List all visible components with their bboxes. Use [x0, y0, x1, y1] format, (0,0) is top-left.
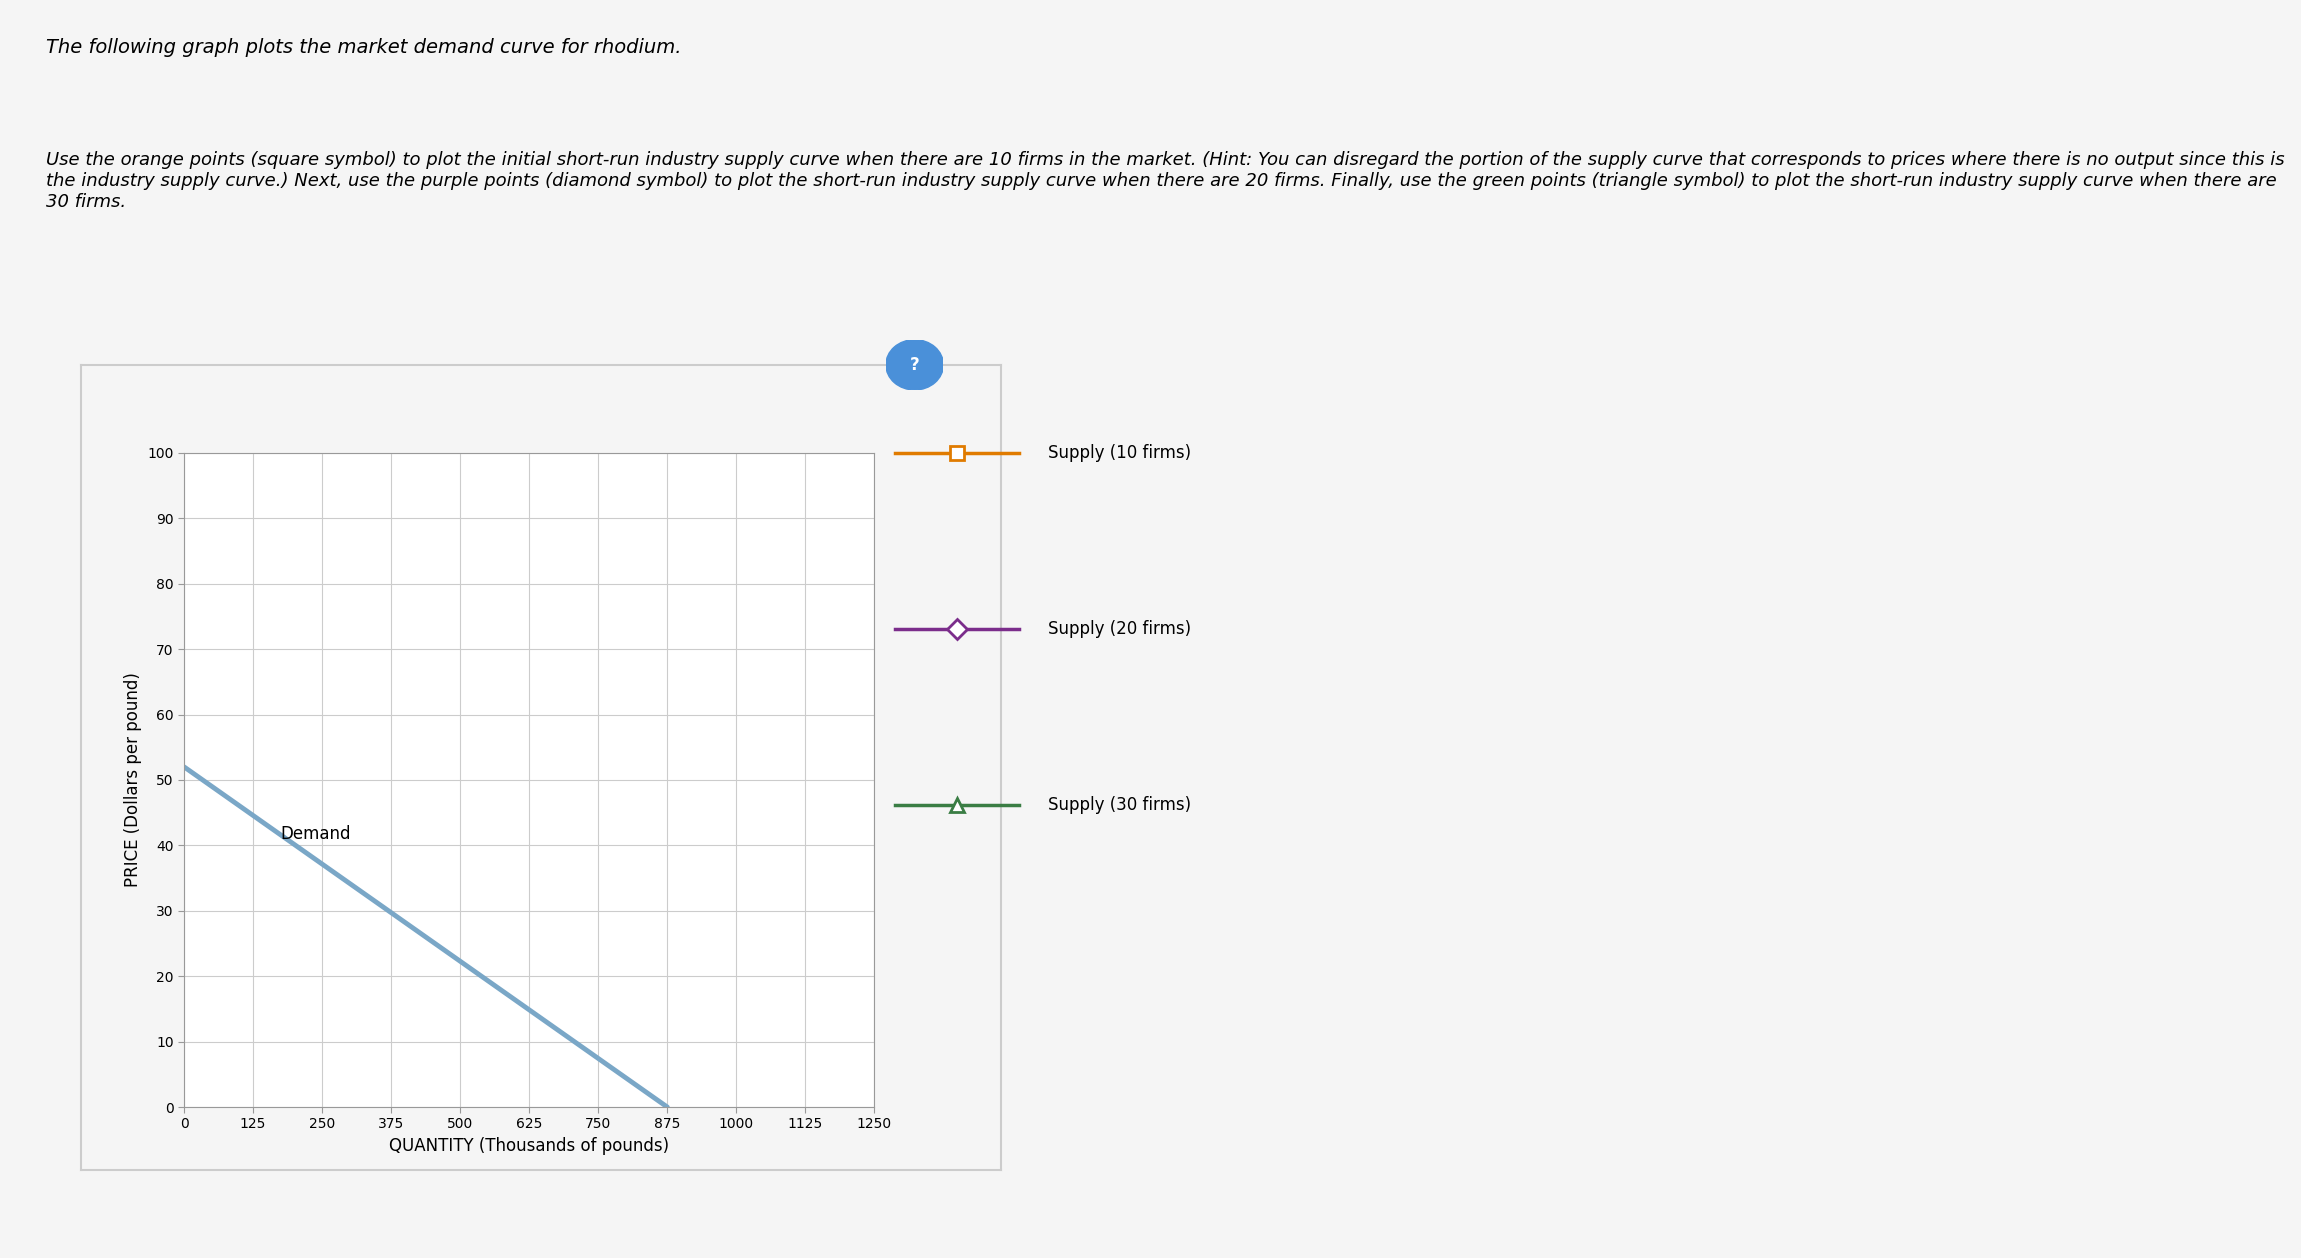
X-axis label: QUANTITY (Thousands of pounds): QUANTITY (Thousands of pounds): [389, 1137, 670, 1155]
Text: The following graph plots the market demand curve for rhodium.: The following graph plots the market dem…: [46, 38, 681, 57]
Text: ?: ?: [909, 356, 920, 374]
Circle shape: [886, 340, 943, 390]
Text: Supply (10 firms): Supply (10 firms): [1049, 444, 1192, 462]
Text: Supply (30 firms): Supply (30 firms): [1049, 796, 1192, 814]
Text: Use the orange points (square symbol) to plot the initial short-run industry sup: Use the orange points (square symbol) to…: [46, 151, 2285, 210]
Text: Demand: Demand: [281, 825, 352, 843]
Y-axis label: PRICE (Dollars per pound): PRICE (Dollars per pound): [124, 673, 143, 887]
Text: Supply (20 firms): Supply (20 firms): [1049, 620, 1192, 638]
